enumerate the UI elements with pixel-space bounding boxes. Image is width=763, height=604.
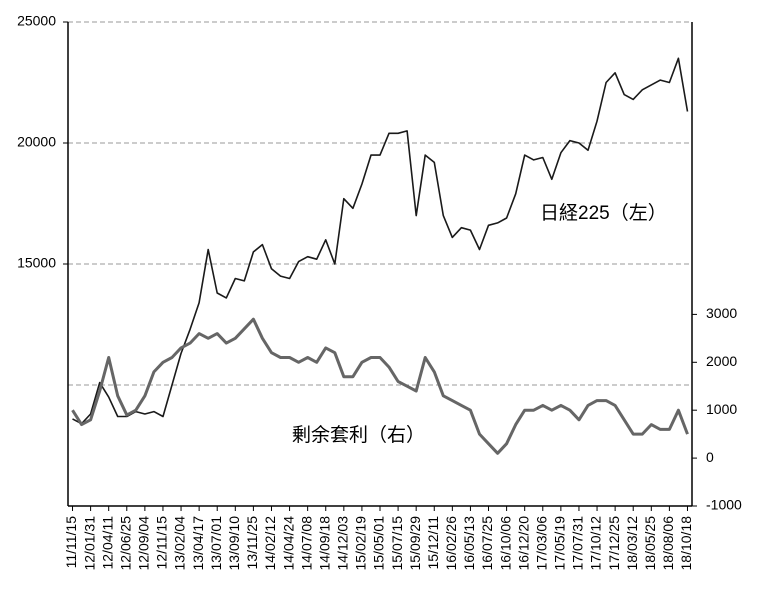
y2-tick-label: -1000 — [706, 497, 742, 513]
y-tick-label: 25000 — [17, 13, 56, 29]
x-tick-label: 18/10/18 — [678, 516, 694, 571]
y-tick-label: 20000 — [17, 134, 56, 150]
x-tick-label: 14/04/24 — [280, 516, 296, 571]
x-tick-label: 12/01/31 — [81, 516, 97, 571]
x-tick-label: 13/04/17 — [190, 516, 206, 571]
x-tick-label: 13/11/25 — [244, 516, 260, 570]
y2-tick-label: 3000 — [706, 305, 737, 321]
x-tick-label: 16/12/20 — [515, 516, 531, 571]
x-tick-label: 15/05/01 — [371, 516, 387, 571]
x-tick-label: 13/07/01 — [208, 516, 224, 571]
x-tick-label: 17/10/12 — [588, 516, 604, 571]
x-tick-label: 18/05/25 — [642, 516, 658, 571]
y2-tick-label: 2000 — [706, 353, 737, 369]
x-tick-label: 15/07/15 — [389, 516, 405, 571]
x-tick-label: 14/07/08 — [298, 516, 314, 571]
x-tick-label: 12/11/15 — [154, 516, 170, 570]
x-tick-label: 17/03/06 — [533, 516, 549, 571]
x-tick-label: 13/09/10 — [226, 516, 242, 571]
series-line — [72, 57, 689, 425]
x-tick-label: 18/03/12 — [624, 516, 640, 571]
x-tick-label: 14/12/03 — [335, 516, 351, 571]
x-tick-label: 16/02/26 — [443, 516, 459, 571]
x-tick-label: 17/07/31 — [570, 516, 586, 571]
x-tick-label: 12/09/04 — [136, 516, 152, 571]
series-label: 日経225（左） — [540, 202, 667, 224]
x-tick-label: 16/05/13 — [461, 516, 477, 571]
x-tick-label: 11/11/15 — [63, 516, 79, 569]
x-tick-label: 17/05/19 — [552, 516, 568, 571]
series-line — [71, 317, 689, 455]
x-tick-label: 12/06/25 — [117, 516, 133, 571]
y2-tick-label: 0 — [706, 449, 714, 465]
x-tick-label: 14/09/18 — [316, 516, 332, 571]
series-label: 剰余套利（右） — [292, 424, 425, 446]
x-tick-label: 15/09/29 — [407, 516, 423, 571]
y-tick-label: 15000 — [17, 255, 56, 271]
x-tick-label: 15/02/19 — [353, 516, 369, 571]
x-tick-label: 16/10/06 — [497, 516, 513, 571]
x-tick-label: 18/08/06 — [660, 516, 676, 571]
x-tick-label: 14/02/12 — [262, 516, 278, 571]
x-tick-label: 17/12/25 — [606, 516, 622, 571]
y2-tick-label: 1000 — [706, 401, 737, 417]
x-tick-label: 16/07/25 — [479, 516, 495, 571]
x-tick-label: 13/02/04 — [172, 516, 188, 571]
x-tick-label: 15/12/11 — [425, 516, 441, 570]
x-tick-label: 12/04/11 — [99, 516, 115, 570]
